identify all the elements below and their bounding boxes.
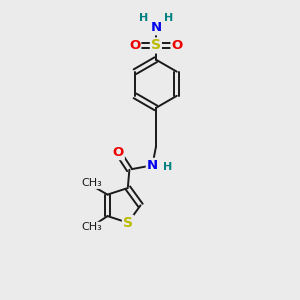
Text: O: O [172, 39, 183, 52]
Text: CH₃: CH₃ [82, 222, 102, 232]
Text: O: O [129, 39, 140, 52]
Text: H: H [139, 14, 148, 23]
Text: CH₃: CH₃ [82, 178, 102, 188]
Text: N: N [150, 21, 161, 34]
Text: O: O [112, 146, 124, 159]
Text: S: S [123, 216, 133, 230]
Text: H: H [164, 14, 173, 23]
Text: S: S [151, 38, 161, 52]
Text: N: N [147, 159, 158, 172]
Text: H: H [163, 162, 172, 172]
